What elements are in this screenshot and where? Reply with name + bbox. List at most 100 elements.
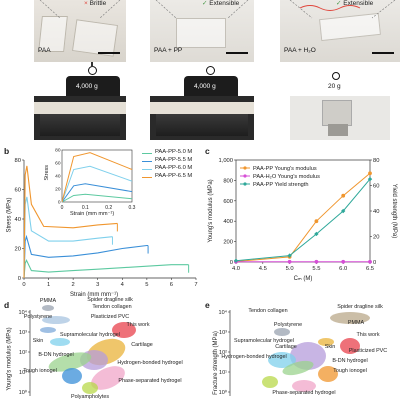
weight-label: 4,000 g bbox=[76, 83, 98, 90]
photo-paa-hanging bbox=[34, 96, 126, 140]
data-point bbox=[341, 193, 346, 198]
y-tick-label: 10³ bbox=[19, 330, 27, 336]
series-line bbox=[235, 178, 371, 262]
series-line bbox=[23, 165, 118, 279]
material-region bbox=[112, 322, 136, 338]
material-label: Spider dragline silk bbox=[337, 304, 383, 310]
x-tick-label: 1 bbox=[47, 282, 50, 288]
y-tick-label: 200 bbox=[223, 240, 233, 246]
material-label: Polystyrene bbox=[274, 322, 302, 328]
inset-ylabel: Stress bbox=[44, 164, 51, 181]
legend-item: PAA-PP-5.0 M bbox=[142, 149, 202, 158]
inset-x-tick: 0.3 bbox=[129, 205, 136, 211]
material-region bbox=[340, 338, 360, 354]
inset-x-tick: 0.2 bbox=[105, 205, 112, 211]
inset-series-line bbox=[61, 183, 133, 203]
material-label: Polystyrene bbox=[24, 314, 52, 320]
weight-1: 4,000 g bbox=[62, 66, 124, 100]
material-label: Polyampholytes bbox=[71, 394, 109, 400]
x-tick-label: 5.0 bbox=[286, 266, 294, 272]
chart-b: 0 20 40 60 80 0 1 2 3 4 5 6 7 bbox=[15, 158, 198, 288]
material-label: Plasticized PVC bbox=[91, 314, 129, 320]
material-region bbox=[50, 338, 70, 346]
inset-series-line bbox=[61, 193, 133, 203]
weight-label: 4,000 g bbox=[194, 83, 216, 90]
y-tick-label: 80 bbox=[15, 158, 21, 164]
legend-marker bbox=[243, 182, 247, 186]
inset-x-tick: 0.1 bbox=[82, 205, 89, 211]
photo-label-paa: PAA bbox=[38, 47, 51, 54]
material-label: Phase-separated hydrogel bbox=[272, 390, 335, 396]
inset-y-tick: 0 bbox=[58, 200, 61, 206]
material-label: B-DN hydrogel bbox=[38, 352, 73, 358]
chart-c-ylabel: Young's modulus (MPa) bbox=[208, 179, 214, 242]
data-point bbox=[287, 259, 292, 264]
inset-xlabel: Strain (mm mm⁻¹) bbox=[70, 211, 115, 217]
y2-tick-label: 40 bbox=[373, 209, 379, 215]
material-label: Cartilage bbox=[131, 342, 153, 348]
legend-label: PAA-PP Young's modulus bbox=[253, 166, 317, 172]
material-region bbox=[292, 380, 316, 392]
material-region bbox=[48, 352, 92, 372]
cross-icon: × bbox=[84, 0, 88, 7]
y-tick-label: 20 bbox=[15, 247, 21, 253]
y-tick-label: 40 bbox=[15, 217, 21, 223]
chart-c-legend: PAA-PP Young's modulus PAA-H₂O Young's mo… bbox=[240, 166, 320, 188]
material-region bbox=[274, 328, 290, 336]
hook-icon bbox=[206, 66, 215, 75]
chart-b-xlabel: Strain (mm mm⁻¹) bbox=[70, 292, 119, 298]
chart-c: 0 200 400 600 800 1,000 0 20 40 60 80 4.0 4.5 5.0 5.5 6… bbox=[208, 158, 397, 282]
x-tick-label: 4.0 bbox=[232, 266, 240, 272]
x-tick-label: 0 bbox=[22, 282, 25, 288]
scale-bar bbox=[372, 52, 394, 54]
panel-letter-d: d bbox=[4, 300, 10, 310]
material-label: Phase-separated hydrogel bbox=[118, 378, 181, 384]
y-tick-label: 10³ bbox=[219, 330, 227, 336]
material-label: Tendon collagen bbox=[92, 304, 131, 310]
inset-y-tick: 80 bbox=[55, 148, 61, 154]
series-line bbox=[23, 234, 149, 279]
photo-paa-sample: PAA bbox=[34, 0, 126, 62]
material-label: Tendon collagen bbox=[248, 308, 287, 314]
data-point bbox=[367, 176, 373, 182]
scale-bar bbox=[226, 52, 248, 54]
x-tick-label: 6.0 bbox=[339, 266, 347, 272]
material-label: Hydrogen-bonded hydrogel bbox=[221, 354, 286, 360]
material-region bbox=[318, 338, 334, 346]
series-line bbox=[23, 258, 189, 279]
data-point bbox=[341, 259, 346, 264]
material-region bbox=[262, 376, 278, 388]
material-label: Tough ionogel bbox=[333, 368, 367, 374]
material-label: PMMA bbox=[348, 320, 365, 326]
x-tick-label: 4 bbox=[121, 282, 125, 288]
inset-y-tick: 20 bbox=[55, 187, 61, 193]
y-tick-label: 10⁰ bbox=[19, 389, 28, 396]
inset-frame bbox=[61, 149, 133, 203]
y-tick-label: 600 bbox=[223, 199, 233, 205]
weight-3: 20 g bbox=[318, 72, 358, 94]
material-label: Spider dragline silk bbox=[87, 297, 133, 303]
y-tick-label: 10⁴ bbox=[219, 309, 228, 316]
x-tick-label: 3 bbox=[96, 282, 99, 288]
material-label: Skin bbox=[33, 338, 44, 344]
inset-x-tick: 0 bbox=[61, 205, 64, 211]
inset-series-line bbox=[61, 165, 133, 203]
check-icon: ✓ bbox=[202, 0, 208, 7]
y2-tick-label: 0 bbox=[373, 260, 376, 266]
chart-b-inset: 0 0.1 0.2 0.3 0 20 40 60 80 bbox=[52, 146, 136, 212]
data-point bbox=[314, 259, 319, 264]
material-label: PMMA bbox=[40, 298, 57, 304]
state-label: Brittle bbox=[89, 0, 107, 7]
x-tick-label: 5.5 bbox=[312, 266, 320, 272]
panel-letter-b: b bbox=[4, 146, 10, 156]
material-region bbox=[330, 312, 370, 324]
y-tick-label: 1,000 bbox=[218, 158, 233, 164]
material-label: Tough ionogel bbox=[23, 368, 57, 374]
state-label: Extensible bbox=[209, 0, 240, 7]
x-tick-label: 6 bbox=[170, 282, 173, 288]
y-tick-label: 10⁰ bbox=[219, 389, 228, 396]
data-point bbox=[368, 171, 372, 176]
inset-y-tick: 40 bbox=[55, 174, 61, 180]
x-tick-label: 6.5 bbox=[366, 266, 374, 272]
state-paa-h2o: ✓ Extensible bbox=[336, 0, 373, 8]
